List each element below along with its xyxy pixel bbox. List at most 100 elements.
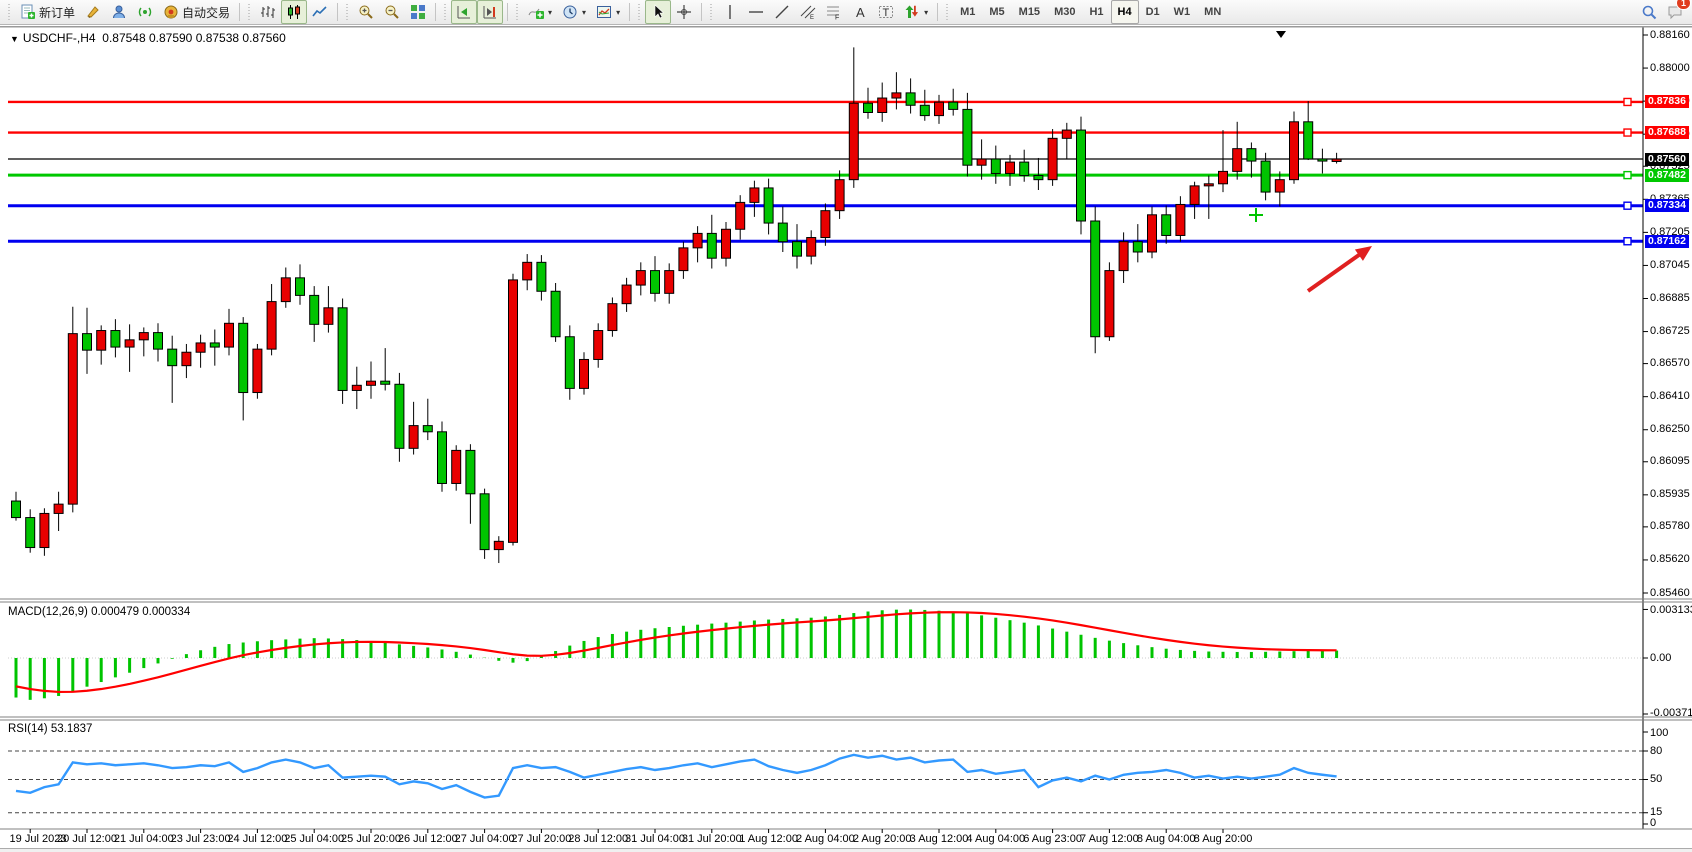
- cursor-button[interactable]: [645, 0, 672, 24]
- profile-chart-button[interactable]: [106, 0, 132, 24]
- chart-collapse-icon[interactable]: ▼: [10, 34, 19, 44]
- candle-body: [1033, 175, 1044, 181]
- tf-m5-button[interactable]: M5: [982, 0, 1011, 24]
- candlestick-chart-button[interactable]: [281, 0, 308, 24]
- zoom-in-icon: [359, 5, 373, 19]
- fibonacci-button[interactable]: F: [821, 0, 847, 24]
- tf-h4-button[interactable]: H4: [1110, 0, 1139, 24]
- toolbar-grip: [637, 4, 643, 20]
- time-label: 25 Jul 04:00: [284, 833, 345, 845]
- candle-body: [1246, 148, 1257, 162]
- tf-w1-button[interactable]: W1: [1167, 0, 1198, 24]
- chat-button[interactable]: 1: [1662, 0, 1691, 24]
- candle-body: [1132, 241, 1143, 253]
- toolbar-group: [645, 0, 697, 24]
- time-label: 1 Aug 12:00: [739, 833, 798, 845]
- line-chart-button[interactable]: [307, 0, 333, 24]
- tf-d1-button-label: D1: [1145, 6, 1160, 18]
- autotrading-button[interactable]: 自动交易: [158, 0, 235, 24]
- hline-price-label: 0.87688: [1645, 126, 1689, 140]
- chart-shift-button[interactable]: [477, 0, 504, 24]
- dropdown-caret-icon[interactable]: ▾: [924, 7, 929, 17]
- arrows-button[interactable]: ▾: [899, 0, 933, 24]
- candle-body: [834, 179, 845, 212]
- tf-h1-button[interactable]: H1: [1082, 0, 1110, 24]
- candle-body: [905, 92, 916, 106]
- marker-icon: [87, 6, 99, 18]
- candle-body: [25, 517, 36, 549]
- dropdown-caret-icon[interactable]: ▾: [616, 7, 621, 17]
- candle-body: [1104, 270, 1115, 338]
- channel-icon: E: [800, 5, 816, 20]
- zoom-out-button[interactable]: [379, 0, 405, 24]
- trendline-button[interactable]: [769, 0, 795, 24]
- hline-handle[interactable]: [1623, 237, 1632, 246]
- time-label: 19 Jul 2023: [9, 833, 67, 845]
- tf-m15-button[interactable]: M15: [1012, 0, 1047, 24]
- candle-body: [820, 210, 831, 239]
- vertical-line-button[interactable]: [717, 0, 743, 24]
- candle-body: [593, 330, 604, 360]
- auto-scroll-button[interactable]: [451, 0, 478, 24]
- equidistant-channel-button[interactable]: E: [795, 0, 821, 24]
- horizontal-line-button[interactable]: [743, 0, 769, 24]
- hline-handle[interactable]: [1623, 97, 1632, 107]
- time-label: 26 Jul 12:00: [397, 833, 458, 845]
- candle-body: [53, 503, 64, 514]
- tf-mn-button[interactable]: MN: [1197, 0, 1228, 24]
- candle-body: [11, 500, 21, 519]
- toolbar-group: [451, 0, 504, 24]
- macd-axis-label: -0.00371: [1650, 706, 1692, 719]
- marker-tool-button[interactable]: [80, 0, 106, 24]
- arrows-icon: [905, 5, 919, 18]
- candle-body: [351, 384, 362, 391]
- hline-handle[interactable]: [1623, 128, 1632, 137]
- search-button[interactable]: [1636, 0, 1662, 24]
- templates-button[interactable]: ▾: [591, 0, 625, 24]
- zoom-in-button[interactable]: [353, 0, 379, 24]
- candle-body: [437, 431, 447, 484]
- ohlc-values: 0.87548 0.87590 0.87538 0.87560: [102, 31, 286, 45]
- candle-body: [96, 330, 107, 351]
- bar-chart-button[interactable]: [255, 0, 281, 24]
- candle-body: [976, 158, 987, 166]
- price-tick-label: 0.88160: [1650, 28, 1690, 41]
- text-icon: A: [856, 5, 865, 20]
- tf-d1-button[interactable]: D1: [1139, 0, 1167, 24]
- signal-button[interactable]: [132, 0, 158, 24]
- profile-icon: [113, 5, 126, 19]
- crosshair-button[interactable]: [671, 0, 697, 24]
- candle-body: [891, 92, 902, 99]
- candle-body: [67, 333, 78, 505]
- tf-m1-button[interactable]: M1: [953, 0, 982, 24]
- dropdown-caret-icon[interactable]: ▾: [582, 7, 587, 17]
- new-order-icon: [21, 4, 35, 19]
- hline-handle[interactable]: [1623, 170, 1632, 180]
- hline-handle[interactable]: [1623, 201, 1632, 210]
- candle-body: [1061, 129, 1072, 139]
- text-button[interactable]: A: [847, 0, 873, 24]
- toolbar-separator: [435, 3, 437, 21]
- candle-body: [962, 108, 973, 166]
- arrow-head: [1354, 246, 1372, 261]
- arrow-annotation[interactable]: [1306, 248, 1368, 293]
- candle-body: [1147, 214, 1157, 253]
- price-tick-label: 0.86885: [1650, 292, 1690, 304]
- tile-windows-button[interactable]: [405, 0, 431, 24]
- candle-body: [1189, 185, 1200, 205]
- dropdown-caret-icon[interactable]: ▾: [548, 7, 553, 17]
- candle-body: [238, 322, 249, 394]
- price-tick-label: 0.86250: [1650, 423, 1690, 436]
- text-label-button[interactable]: T: [873, 0, 899, 24]
- indicators-button[interactable]: ▾: [523, 0, 557, 24]
- price-tick-label: 0.86410: [1650, 390, 1690, 403]
- new-order-button[interactable]: 新订单: [15, 0, 80, 24]
- bar-chart-icon: [261, 6, 276, 18]
- candle-body: [1118, 241, 1129, 272]
- candle-body: [366, 380, 376, 386]
- toolbar-group: M1 M5 M15 M30 H1 H4 D1 W1 MN: [953, 0, 1228, 24]
- periods-button[interactable]: ▾: [557, 0, 591, 24]
- tf-m30-button[interactable]: M30: [1047, 0, 1082, 24]
